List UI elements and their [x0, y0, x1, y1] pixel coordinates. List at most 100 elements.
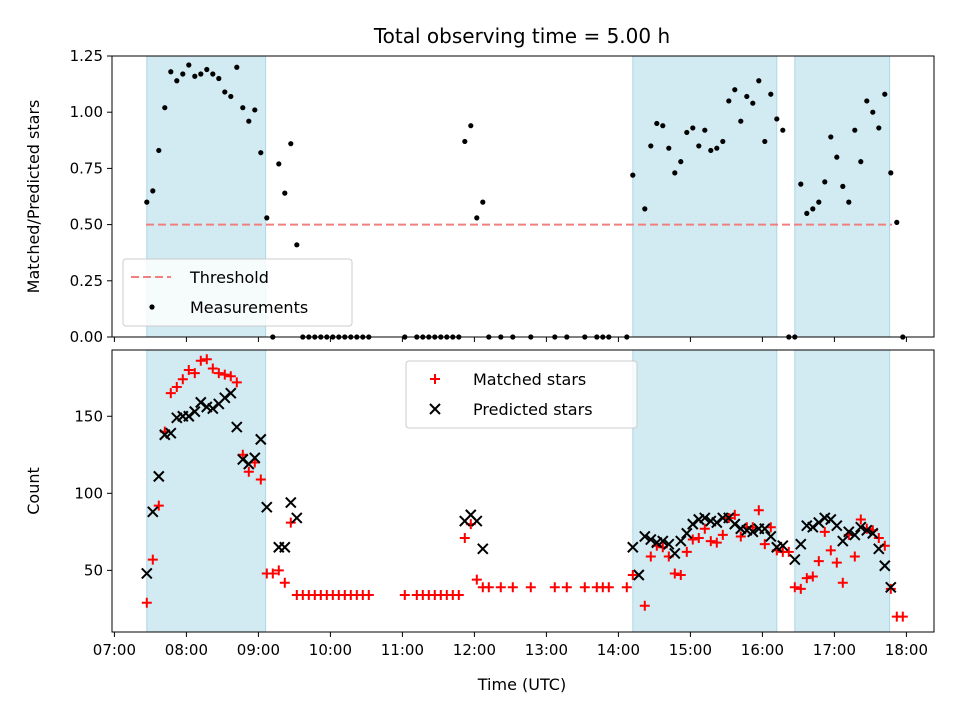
measurements-point	[834, 154, 840, 160]
shaded-interval	[794, 55, 891, 338]
measurements-point	[750, 100, 756, 106]
y-tick-label: 100	[74, 484, 103, 502]
matched-stars-point	[819, 526, 830, 537]
predicted-stars-point	[663, 538, 675, 550]
measurements-point	[828, 134, 834, 140]
predicted-stars-point	[867, 527, 879, 540]
measurements-point	[852, 127, 858, 133]
matched-stars-point	[525, 582, 536, 593]
matched-stars-point	[669, 568, 680, 579]
chart-title: Total observing time = 5.00 h	[373, 24, 670, 48]
measurements-point	[678, 159, 684, 165]
matched-stars-point	[507, 582, 518, 593]
predicted-stars-point	[699, 512, 711, 524]
predicted-stars-point	[675, 535, 687, 547]
measurements-point	[744, 93, 750, 100]
x-tick-label: 11:00	[381, 641, 424, 659]
measurements-point	[654, 120, 660, 127]
matched-stars-point	[603, 582, 614, 593]
predicted-stars-point	[153, 470, 165, 483]
legend-threshold-label: Threshold	[189, 268, 269, 287]
matched-stars-point	[561, 582, 572, 593]
measurements-point	[222, 89, 228, 95]
matched-stars-point	[687, 534, 698, 545]
matched-stars-point	[255, 474, 266, 485]
measurements-point	[168, 69, 174, 75]
matched-stars-point	[219, 369, 230, 380]
x-tick-label: 07:00	[93, 641, 136, 659]
predicted-stars-point	[291, 512, 303, 524]
measurements-point	[648, 143, 654, 149]
x-tick-label: 09:00	[237, 641, 280, 659]
matched-stars-point	[207, 363, 218, 374]
matched-stars-point	[675, 569, 686, 580]
matched-stars-point	[873, 533, 884, 543]
legend-matched-stars-label: Matched stars	[473, 370, 586, 389]
predicted-stars-point	[231, 421, 243, 433]
matched-stars-point	[399, 590, 410, 601]
measurements-point	[690, 125, 696, 131]
measurements-point	[888, 170, 894, 176]
matched-stars-point	[639, 600, 650, 611]
matched-stars-point	[813, 556, 824, 567]
matched-stars-point	[279, 577, 290, 588]
matched-stars-point	[201, 354, 212, 365]
y-axis-label: Count	[24, 467, 43, 515]
measurements-point	[774, 116, 780, 122]
legend-matched-stars-swatch	[430, 374, 440, 384]
matched-stars-point	[183, 365, 194, 376]
y-tick-label: 50	[84, 561, 103, 579]
matched-stars-point	[579, 582, 590, 593]
measurements-point	[240, 105, 246, 111]
measurements-point	[642, 206, 648, 212]
predicted-stars-point	[837, 535, 849, 547]
measurements-point	[480, 199, 486, 205]
matched-stars-point	[705, 536, 716, 547]
matched-stars-point	[681, 546, 692, 557]
measurements-point	[864, 98, 870, 104]
matched-stars-point	[699, 523, 710, 534]
predicted-stars-point	[795, 538, 807, 550]
x-axis-label: Time (UTC)	[477, 675, 566, 694]
matched-stars-point	[837, 577, 848, 588]
predicted-stars-point	[855, 521, 867, 533]
matched-stars-point	[213, 368, 224, 379]
matched-stars-point	[693, 533, 704, 543]
matched-stars-point	[225, 371, 236, 382]
matched-stars-point	[471, 574, 482, 585]
measurements-point	[798, 181, 804, 187]
measurements-point	[192, 73, 198, 79]
predicted-stars-point	[147, 506, 159, 518]
axes-frame	[111, 55, 935, 338]
measurements-point	[660, 123, 666, 129]
measurements-point	[822, 179, 828, 185]
measurements-point	[156, 147, 162, 154]
predicted-stars-point	[861, 524, 873, 537]
y-tick-label: 0.50	[70, 216, 103, 234]
predicted-stars-point	[657, 535, 669, 547]
measurements-point	[294, 242, 300, 248]
y-axis-label: Matched/Predicted stars	[24, 100, 43, 294]
measurements-point	[204, 66, 210, 73]
matched-stars-point	[153, 500, 164, 511]
measurements-point	[246, 118, 252, 124]
matched-stars-point	[273, 565, 284, 576]
measurements-point	[816, 199, 822, 205]
matched-stars-point	[831, 557, 842, 568]
measurements-point	[714, 145, 720, 151]
legend-measurements-label: Measurements	[190, 298, 308, 317]
predicted-stars-point	[831, 519, 843, 532]
measurements-point	[726, 98, 732, 104]
predicted-stars-point	[645, 533, 657, 546]
shaded-interval	[146, 349, 267, 633]
matched-stars-point	[885, 583, 896, 594]
matched-stars-point	[495, 582, 506, 593]
x-tick-label: 15:00	[669, 641, 712, 659]
legend: Threshold Measurements	[122, 258, 353, 327]
predicted-stars-point	[627, 541, 639, 553]
measurements-point	[228, 93, 234, 100]
matched-stars-point	[735, 531, 746, 542]
measurements-point	[846, 199, 852, 205]
measurements-point	[234, 64, 240, 70]
